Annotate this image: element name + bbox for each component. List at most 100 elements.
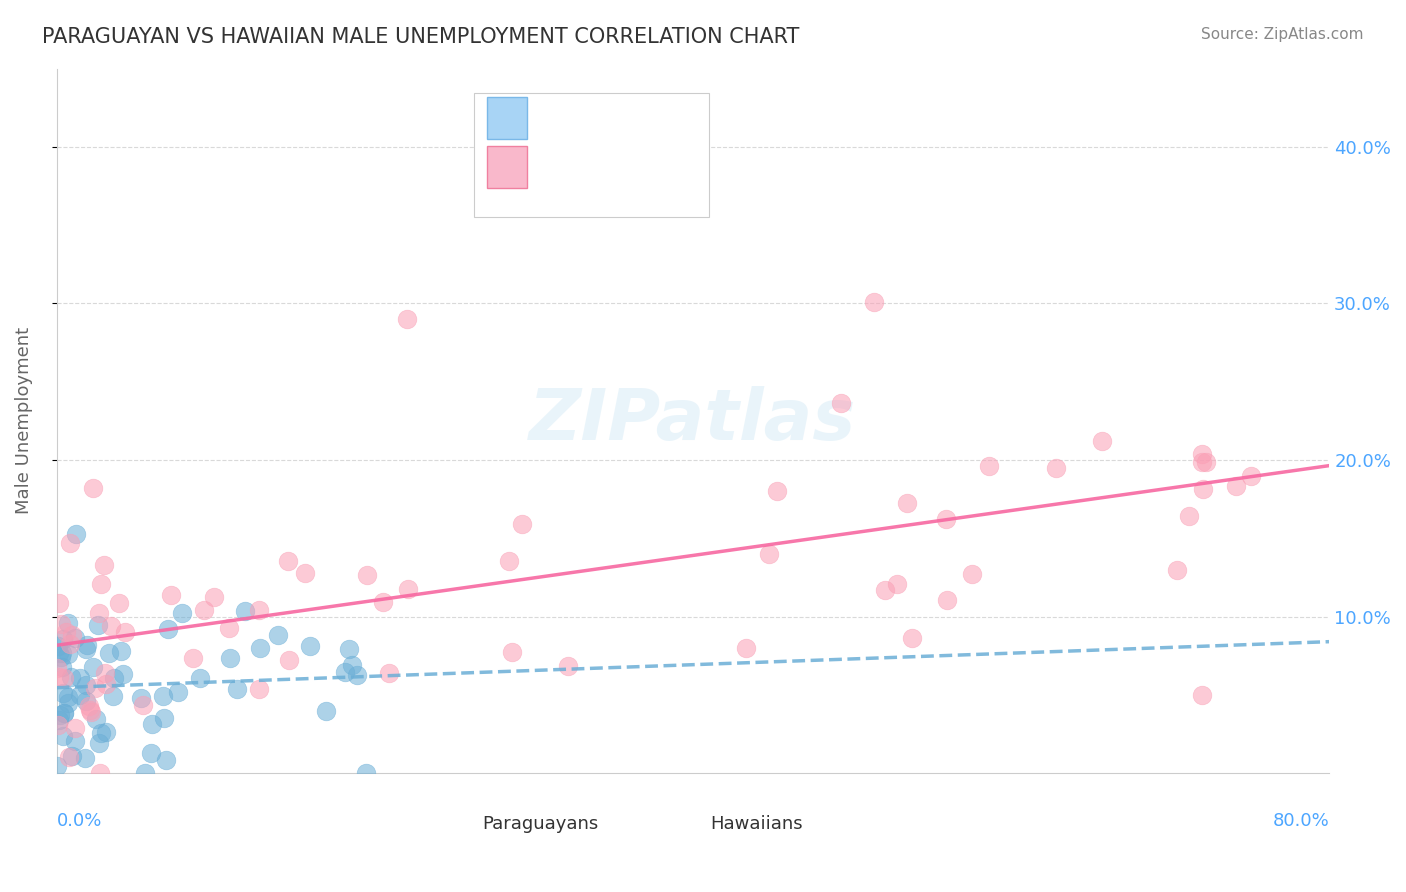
Point bbox=[77, 699, 100, 714]
Point bbox=[46, 661, 69, 675]
Point bbox=[141, 717, 163, 731]
Point bbox=[159, 588, 181, 602]
Point bbox=[56, 647, 79, 661]
Text: 63: 63 bbox=[673, 109, 699, 127]
Point bbox=[523, 186, 546, 201]
Point bbox=[60, 670, 83, 684]
Point bbox=[294, 566, 316, 581]
Point bbox=[863, 294, 886, 309]
Text: Paraguayans: Paraguayans bbox=[482, 815, 599, 833]
Point bbox=[53, 671, 76, 685]
Point bbox=[277, 554, 299, 568]
Point bbox=[734, 641, 756, 656]
Point bbox=[333, 665, 356, 679]
Point bbox=[498, 554, 520, 568]
Point bbox=[103, 689, 125, 703]
Point bbox=[112, 667, 135, 681]
Point bbox=[1191, 688, 1213, 702]
Point bbox=[354, 766, 377, 780]
Point bbox=[76, 638, 98, 652]
Point bbox=[93, 666, 115, 681]
Point bbox=[157, 622, 180, 636]
Point bbox=[766, 484, 789, 499]
Point bbox=[114, 625, 136, 640]
Point bbox=[249, 640, 271, 655]
Point bbox=[89, 766, 111, 780]
Point bbox=[46, 639, 69, 653]
Point bbox=[75, 751, 97, 765]
Text: R =: R = bbox=[537, 109, 576, 127]
FancyBboxPatch shape bbox=[486, 146, 527, 188]
Point bbox=[267, 628, 290, 642]
Point bbox=[1192, 482, 1215, 496]
Text: 0.0%: 0.0% bbox=[56, 812, 103, 830]
Point bbox=[1091, 434, 1114, 449]
Point bbox=[202, 591, 225, 605]
Point bbox=[170, 606, 193, 620]
Point bbox=[501, 645, 523, 659]
Point bbox=[356, 568, 378, 582]
Point bbox=[75, 641, 97, 656]
Point bbox=[1178, 509, 1201, 524]
Point bbox=[1191, 447, 1213, 461]
FancyBboxPatch shape bbox=[486, 96, 527, 139]
Point bbox=[90, 577, 112, 591]
Point bbox=[342, 658, 364, 673]
Point bbox=[936, 592, 959, 607]
Point bbox=[233, 604, 256, 618]
Point bbox=[60, 628, 83, 642]
Point bbox=[94, 677, 117, 691]
Point bbox=[218, 622, 240, 636]
Point bbox=[63, 734, 86, 748]
Point bbox=[1045, 461, 1067, 475]
Point bbox=[1191, 455, 1213, 469]
Point bbox=[315, 704, 337, 718]
Point bbox=[98, 646, 121, 660]
Point bbox=[557, 659, 579, 673]
Point bbox=[84, 712, 107, 726]
Point bbox=[48, 596, 70, 610]
Point bbox=[94, 725, 117, 739]
Point bbox=[48, 646, 70, 660]
Point bbox=[278, 653, 301, 667]
Text: ZIPatlas: ZIPatlas bbox=[529, 386, 856, 455]
Point bbox=[79, 703, 101, 717]
FancyBboxPatch shape bbox=[444, 797, 481, 824]
Point bbox=[93, 558, 115, 573]
Point bbox=[299, 640, 322, 654]
Point bbox=[247, 602, 270, 616]
Point bbox=[193, 602, 215, 616]
Point bbox=[56, 616, 79, 631]
Point bbox=[346, 668, 368, 682]
Point bbox=[75, 678, 97, 692]
Text: 0.259: 0.259 bbox=[576, 109, 633, 127]
Point bbox=[87, 736, 110, 750]
Point bbox=[60, 749, 83, 764]
Point bbox=[141, 746, 163, 760]
Text: 80.0%: 80.0% bbox=[1272, 812, 1329, 830]
Point bbox=[63, 721, 86, 735]
Point bbox=[181, 651, 204, 665]
Text: N =: N = bbox=[636, 158, 676, 177]
Point bbox=[65, 527, 87, 541]
Point bbox=[371, 595, 394, 609]
Point bbox=[979, 459, 1001, 474]
Point bbox=[52, 632, 75, 646]
Point bbox=[48, 713, 70, 727]
Point bbox=[155, 753, 177, 767]
Point bbox=[166, 684, 188, 698]
Point bbox=[134, 766, 156, 780]
Point bbox=[55, 624, 77, 639]
Point bbox=[896, 496, 918, 510]
Point bbox=[52, 706, 75, 720]
Text: PARAGUAYAN VS HAWAIIAN MALE UNEMPLOYMENT CORRELATION CHART: PARAGUAYAN VS HAWAIIAN MALE UNEMPLOYMENT… bbox=[42, 27, 800, 46]
Point bbox=[1166, 563, 1188, 577]
Text: 0.402: 0.402 bbox=[576, 158, 633, 177]
Point bbox=[377, 666, 399, 681]
Point bbox=[1225, 479, 1247, 493]
Point bbox=[900, 632, 922, 646]
Point bbox=[960, 567, 983, 582]
Point bbox=[51, 649, 73, 664]
Point bbox=[87, 618, 110, 632]
Point bbox=[1195, 455, 1218, 469]
